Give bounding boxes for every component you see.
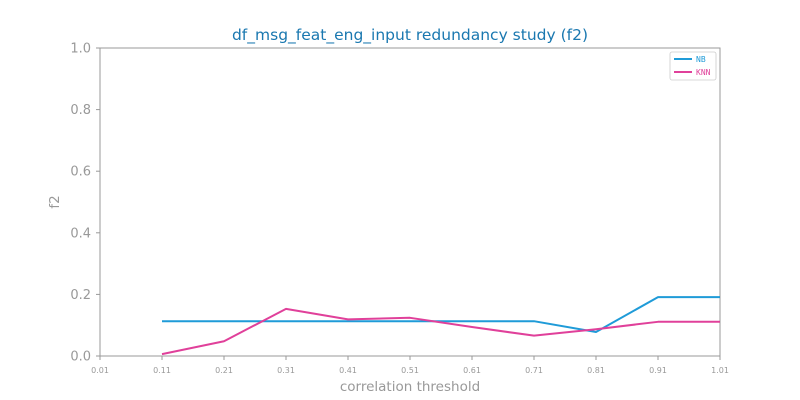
x-tick-label: 0.91 bbox=[649, 366, 667, 375]
y-tick-label: 0.6 bbox=[70, 165, 91, 180]
x-axis-ticks: 0.01 0.11 0.21 0.31 0.41 0.51 0.61 0.71 0.81 0.91… bbox=[91, 356, 729, 375]
x-tick-label: 0.31 bbox=[277, 366, 295, 375]
x-tick-label: 0.21 bbox=[215, 366, 233, 375]
y-axis-label: f2 bbox=[47, 195, 63, 208]
y-tick-label: 0.8 bbox=[70, 103, 91, 118]
y-tick-label: 0.4 bbox=[70, 226, 91, 241]
x-tick-label: 0.61 bbox=[463, 366, 481, 375]
x-tick-label: 1.01 bbox=[711, 366, 729, 375]
y-tick-label: 0.0 bbox=[70, 350, 91, 365]
series-line-knn bbox=[161, 307, 720, 356]
y-axis-ticks: 0.0 0.2 0.4 0.6 0.8 1.0 bbox=[70, 42, 100, 365]
chart-title: df_msg_feat_eng_input redundancy study (… bbox=[232, 26, 588, 45]
y-tick-label: 1.0 bbox=[70, 42, 91, 57]
y-tick-label: 0.2 bbox=[70, 288, 91, 303]
x-tick-label: 0.81 bbox=[587, 366, 605, 375]
series-layer bbox=[161, 296, 720, 356]
x-tick-label: 0.11 bbox=[153, 366, 171, 375]
x-tick-label: 0.71 bbox=[525, 366, 543, 375]
x-tick-label: 0.01 bbox=[91, 366, 109, 375]
x-axis-label: correlation threshold bbox=[340, 379, 480, 395]
x-tick-label: 0.51 bbox=[401, 366, 419, 375]
legend-label-nb: NB bbox=[696, 55, 706, 64]
plot-area-frame bbox=[99, 47, 721, 357]
legend-label-knn: KNN bbox=[696, 68, 711, 77]
legend: NB KNN bbox=[669, 51, 717, 81]
x-tick-label: 0.41 bbox=[339, 366, 357, 375]
series-line-nb bbox=[162, 296, 720, 333]
